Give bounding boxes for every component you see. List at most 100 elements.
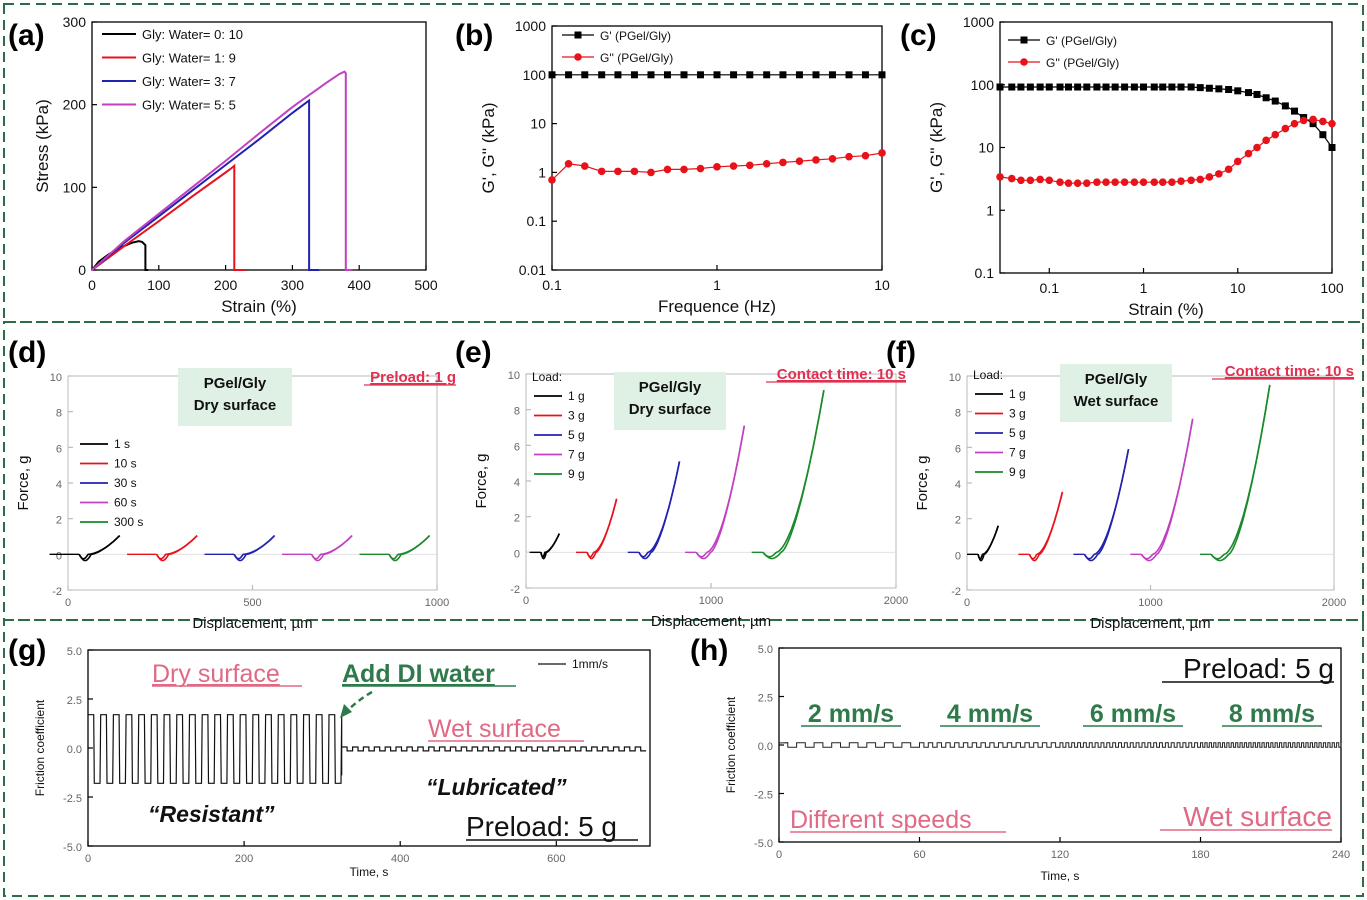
y-tick-label-b: 100 <box>523 67 547 83</box>
series-point-c-0 <box>1290 107 1298 115</box>
series-point-c-1 <box>1045 176 1054 185</box>
y-tick-label-d: 4 <box>56 479 62 491</box>
series-point-b-1 <box>597 167 606 176</box>
axes-c: 0.1 1 10 100 0.1 1 10 100 1000 Strain (%) G', G'' … <box>927 14 1344 319</box>
axes-g: 0 200 400 600 -5.0 -2.5 0.0 2.5 5.0 Time, s Fricti… <box>33 646 651 879</box>
y-tick-label-e: 0 <box>514 548 520 560</box>
series-point-c-1 <box>1262 136 1270 145</box>
legend-label-f-0: 1 g <box>1009 387 1026 401</box>
series-point-c-1 <box>1139 178 1148 186</box>
y-tick-label-c: 1 <box>986 202 994 218</box>
loop-unload-e-2 <box>638 461 681 560</box>
y-axis-label-h: Friction coefficient <box>724 696 738 793</box>
series-point-c-1 <box>1064 179 1073 187</box>
label-lubricated: “Lubricated” <box>426 774 567 800</box>
series-point-c-1 <box>1158 178 1167 186</box>
series-point-c-0 <box>1026 83 1034 91</box>
series-point-b-0 <box>828 71 836 79</box>
series-point-b-0 <box>614 71 622 79</box>
x-tick-label-a: 500 <box>414 277 438 293</box>
y-tick-label-b: 0.01 <box>519 262 546 278</box>
series-point-b-0 <box>598 71 606 79</box>
series-point-b-1 <box>762 160 771 168</box>
legend-label-a-3: Gly: Water= 5: 5 <box>142 98 236 113</box>
y-tick-label-h: 2.5 <box>758 693 773 705</box>
series-point-c-0 <box>1008 83 1016 91</box>
label-different-speeds: Different speeds <box>790 806 972 834</box>
y-axis-label-g: Friction coefficient <box>33 699 47 796</box>
series-point-b-0 <box>581 71 589 79</box>
y-tick-label-a: 300 <box>63 14 87 30</box>
series-point-c-0 <box>1225 86 1233 94</box>
y-tick-label-f: -2 <box>951 586 961 598</box>
series-point-c-1 <box>1253 143 1261 152</box>
annotation-condition-d: Preload: 1 g <box>370 369 456 386</box>
x-axis-label-e: Displacement, µm <box>651 613 771 630</box>
series-point-b-0 <box>812 71 820 79</box>
series-point-b-0 <box>713 71 721 79</box>
series-point-c-0 <box>1083 83 1091 91</box>
series-point-c-1 <box>1082 179 1091 187</box>
y-tick-label-g: -5.0 <box>63 842 82 854</box>
series-point-c-0 <box>1328 144 1336 151</box>
label-dry-surface: Dry surface <box>152 660 280 688</box>
series-point-c-0 <box>1309 120 1317 128</box>
x-tick-label-h: 0 <box>776 849 782 861</box>
legend-label-e-4: 9 g <box>568 467 585 481</box>
loop-load-d-1 <box>155 535 198 560</box>
series-point-c-1 <box>1215 170 1223 178</box>
legend-label-d-0: 1 s <box>114 437 130 451</box>
loop-load-d-0 <box>78 535 121 560</box>
panel-letter-h: (h) <box>690 634 728 667</box>
annotation-line1-e: PGel/Gly <box>639 379 702 396</box>
y-tick-label-f: 0 <box>955 550 961 562</box>
series-point-b-1 <box>630 167 639 176</box>
label-preload-g: Preload: 5 g <box>466 811 617 842</box>
legend-label-f-2: 5 g <box>1009 426 1026 440</box>
series-point-c-0 <box>1271 97 1279 105</box>
loop-load-e-4 <box>762 389 825 558</box>
x-tick-label-a: 0 <box>88 277 96 293</box>
annotation-box-d <box>178 368 292 426</box>
annotation-line1-d: PGel/Gly <box>204 375 267 392</box>
series-point-b-1 <box>828 154 837 163</box>
y-tick-label-a: 100 <box>63 179 87 195</box>
series-point-c-1 <box>1007 174 1016 183</box>
y-tick-label-d: 10 <box>50 372 62 384</box>
label-speed-0: 2 mm/s <box>808 700 894 728</box>
x-tick-label-g: 0 <box>85 853 91 865</box>
y-axis-label-d: Force, g <box>15 455 32 510</box>
annotation-line2-e: Dry surface <box>629 401 712 418</box>
series-line-a-2 <box>91 98 320 271</box>
loop-unload-e-1 <box>586 498 618 560</box>
loop-unload-f-3 <box>1140 418 1194 562</box>
x-tick-label-b: 0.1 <box>542 277 562 293</box>
x-axis-label-b: Frequence (Hz) <box>658 297 776 316</box>
y-tick-label-g: 0.0 <box>67 744 82 756</box>
y-tick-label-e: 8 <box>514 406 520 418</box>
x-tick-label-a: 300 <box>281 277 305 293</box>
series-point-b-1 <box>663 165 672 174</box>
y-tick-label-f: 4 <box>955 479 961 491</box>
series-point-c-0 <box>1130 83 1138 91</box>
series-point-c-0 <box>1215 85 1223 93</box>
series-point-b-1 <box>713 163 721 171</box>
y-tick-label-e: 10 <box>508 370 520 382</box>
panel-letter-g: (g) <box>8 634 46 667</box>
series-point-c-1 <box>1271 130 1280 139</box>
series-point-c-0 <box>1140 83 1148 91</box>
x-tick-label-f: 1000 <box>1138 597 1162 609</box>
series-line-a-0 <box>91 240 149 271</box>
y-tick-label-b: 0.1 <box>527 213 547 229</box>
series-point-c-0 <box>1281 102 1289 110</box>
loop-unload-e-4 <box>762 389 825 560</box>
y-tick-label-c: 1000 <box>963 14 994 30</box>
y-tick-label-h: 0.0 <box>758 741 773 753</box>
series-point-b-1 <box>878 149 886 157</box>
x-axis-label-d: Displacement, µm <box>192 615 312 632</box>
loop-unload-d-3 <box>310 535 353 562</box>
x-tick-label-e: 1000 <box>699 595 723 607</box>
series-point-c-0 <box>1074 83 1082 91</box>
y-tick-label-d: 6 <box>56 443 62 455</box>
